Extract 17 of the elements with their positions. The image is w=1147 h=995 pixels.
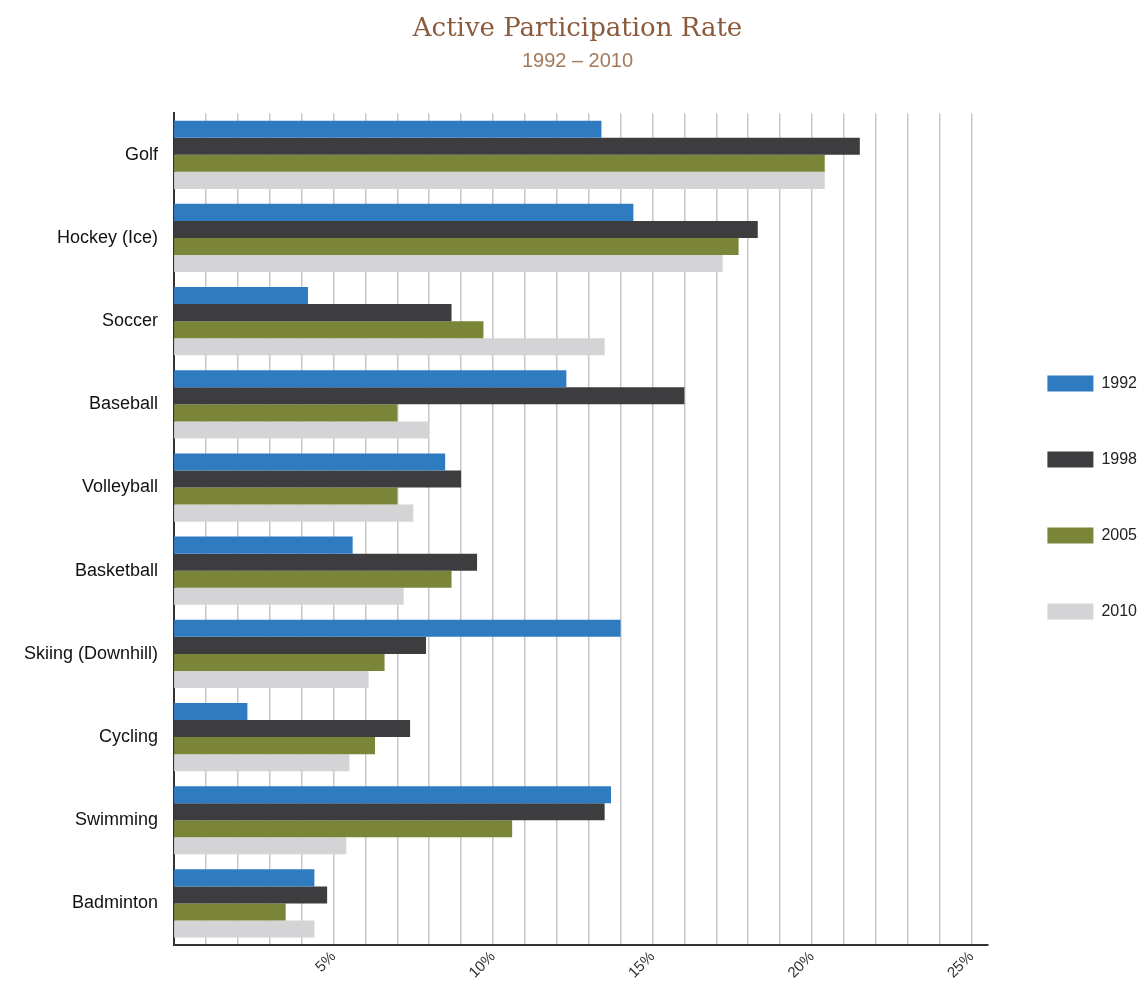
y-tick-label: Volleyball <box>81 476 159 497</box>
legend-label: 1998 <box>1101 449 1138 467</box>
legend-label: 1992 <box>1101 373 1138 391</box>
chart-title: Active Participation Rate <box>411 12 743 43</box>
legend-label: 2010 <box>1101 601 1138 619</box>
y-tick-label: Soccer <box>102 310 159 331</box>
y-tick-label: Basketball <box>74 559 159 580</box>
y-tick-label: Swimming <box>75 809 159 830</box>
legend-label: 2005 <box>1101 525 1138 543</box>
y-tick-label: Baseball <box>89 393 159 414</box>
y-tick-label: Cycling <box>99 726 159 747</box>
y-tick-label: Golf <box>125 143 160 164</box>
y-tick-label: Badminton <box>71 892 159 913</box>
y-tick-label: Hockey (Ice) <box>57 226 159 247</box>
y-tick-label: Skiing (Downhill) <box>24 642 159 663</box>
chart-subtitle: 1992 – 2010 <box>521 48 634 71</box>
x-tick-label: 5% <box>311 947 339 975</box>
